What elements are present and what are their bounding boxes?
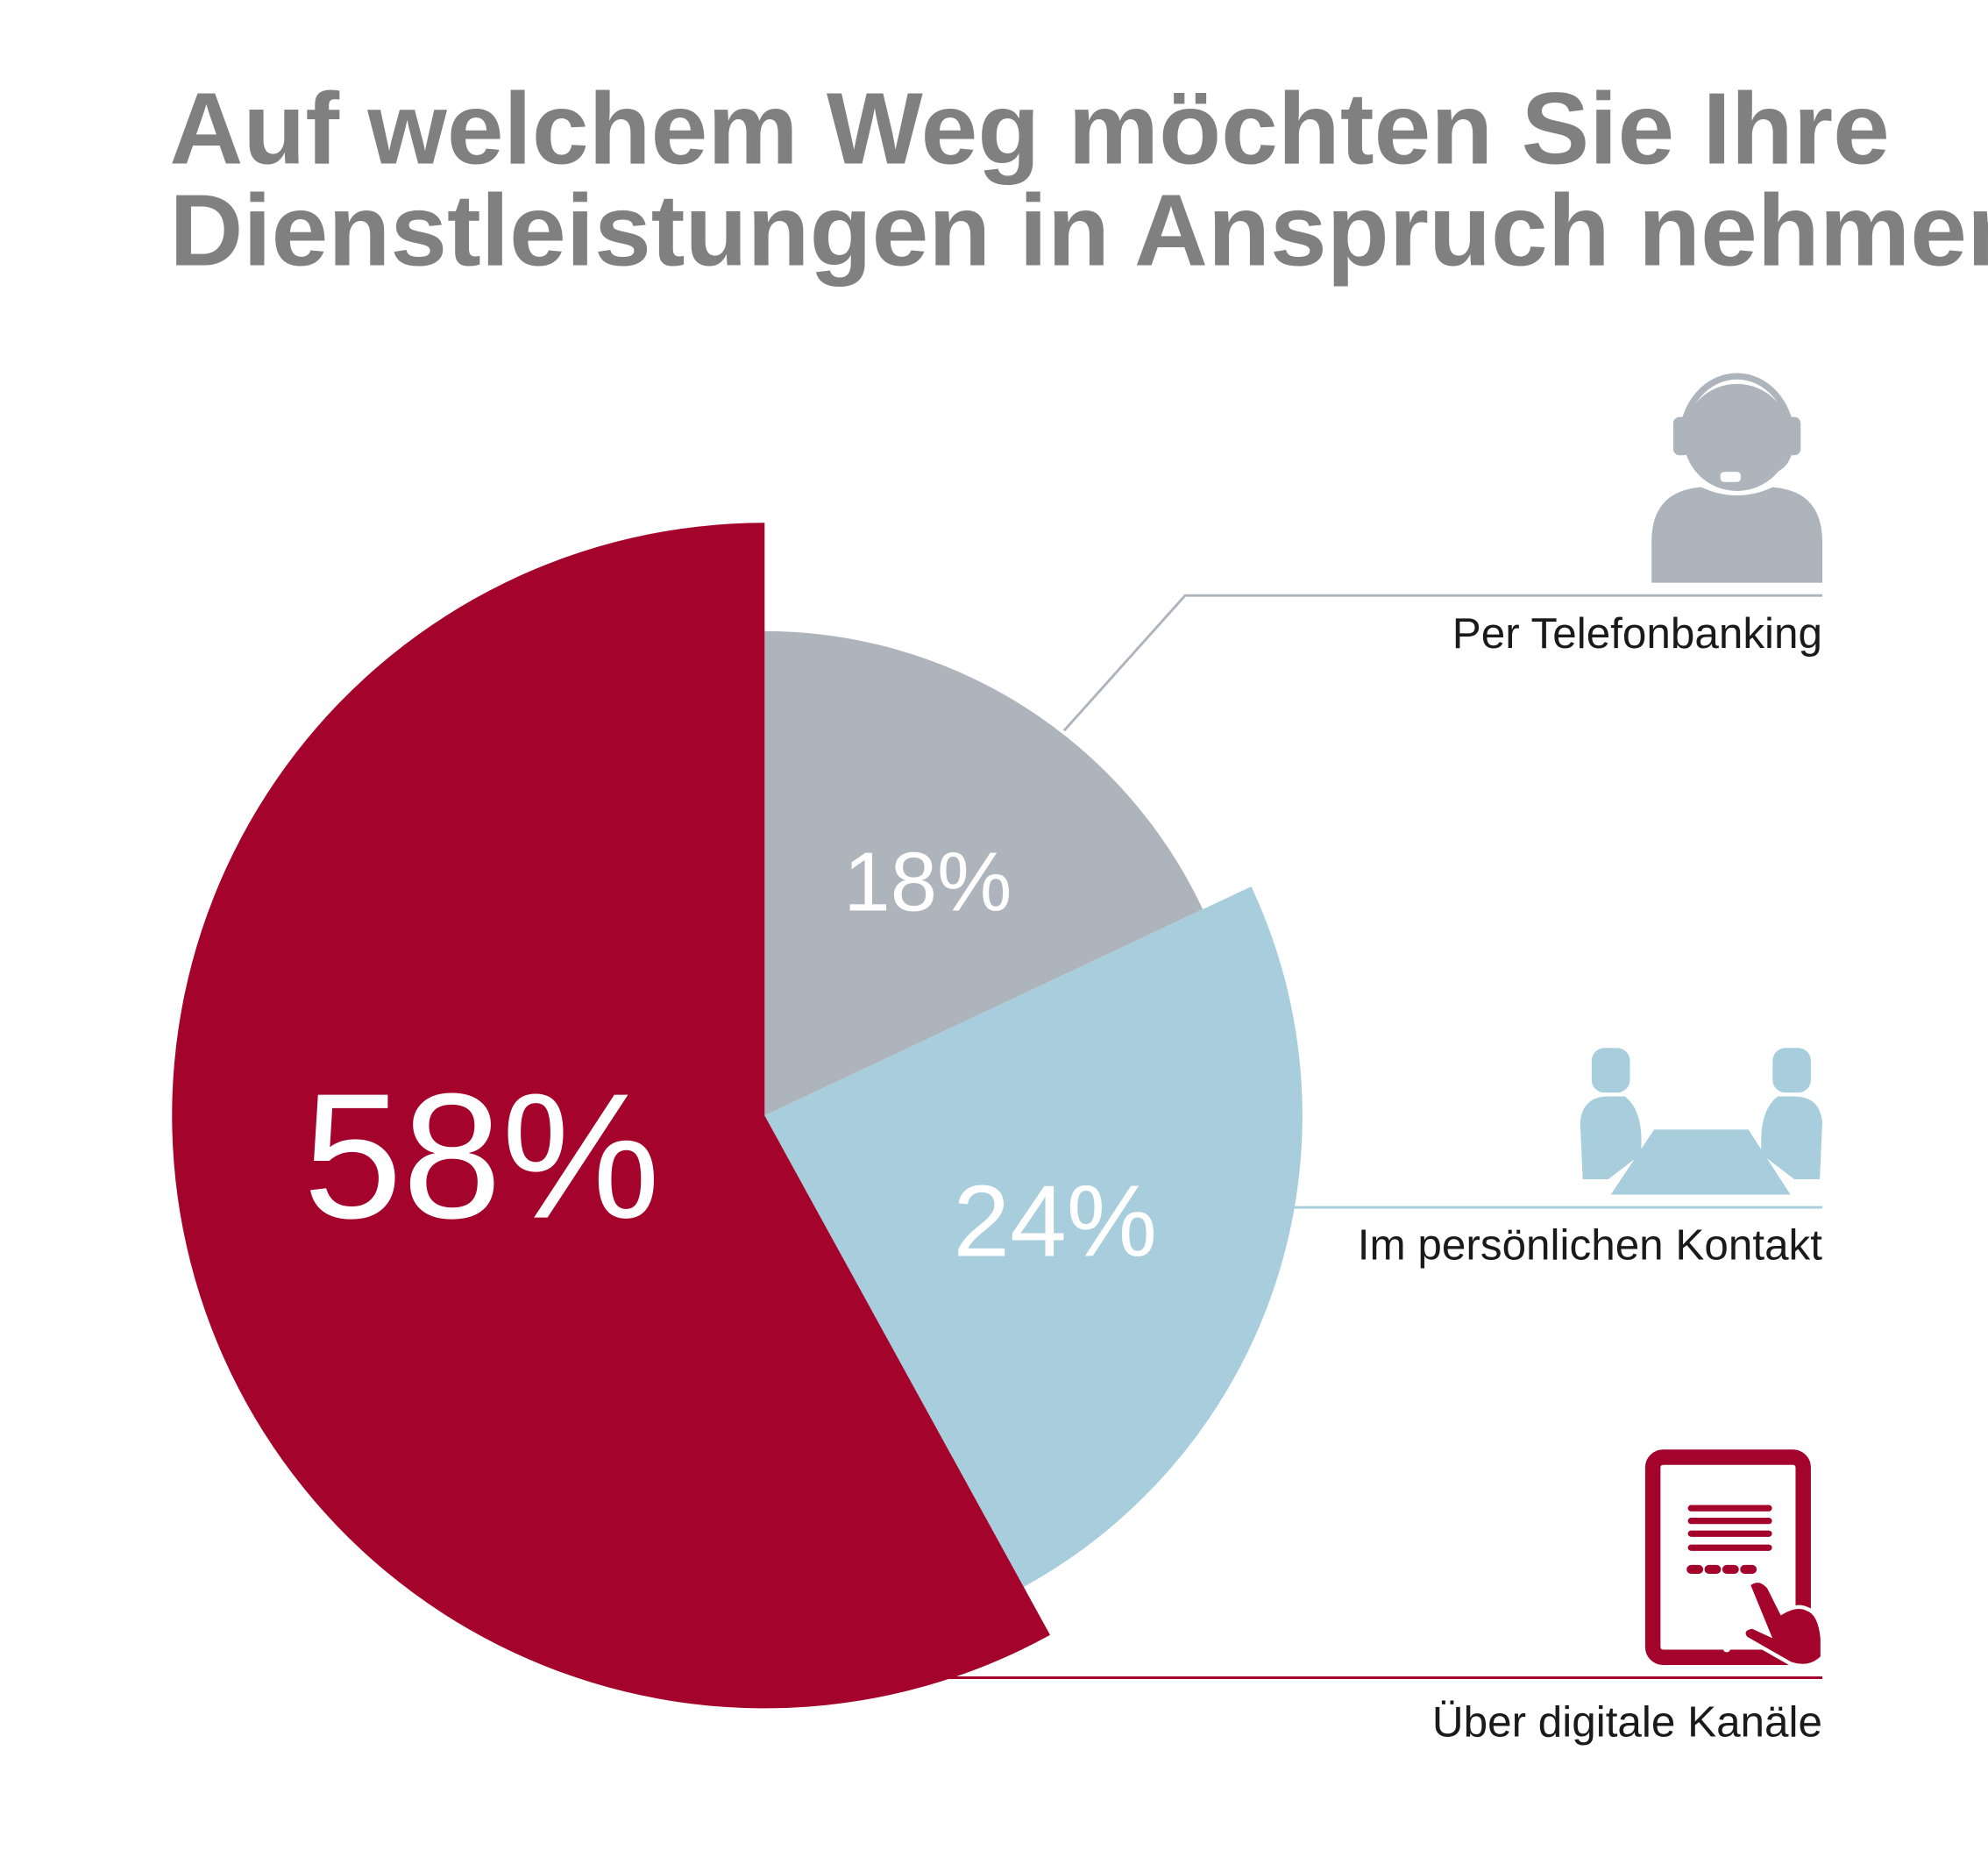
slice-digital <box>172 523 1050 1709</box>
chart-title-line-2: Dienstleistungen in Anspruch nehmen? <box>169 174 1988 288</box>
leader-line-telefonbanking <box>1062 594 1822 732</box>
tablet-touch-icon <box>1644 1449 1825 1669</box>
legend-persoenlich: Im persönlichen Kontakt <box>1358 1221 1822 1270</box>
headset-person-icon <box>1651 373 1822 583</box>
slice-label-persoenlich: 24% <box>953 1163 1157 1277</box>
meeting-people-icon <box>1580 1048 1822 1195</box>
slice-label-digital: 58% <box>303 1057 660 1256</box>
slice-label-telefonbanking: 18% <box>843 835 1012 929</box>
legend-digital: Über digitale Kanäle <box>1432 1697 1822 1746</box>
legend-telefonbanking: Per Telefonbanking <box>1452 609 1822 658</box>
slice-telefonbanking <box>764 630 1203 1116</box>
chart-title-line-1: Auf welchem Weg möchten Sie Ihre <box>169 71 1889 185</box>
slice-persoenlich <box>764 886 1303 1587</box>
